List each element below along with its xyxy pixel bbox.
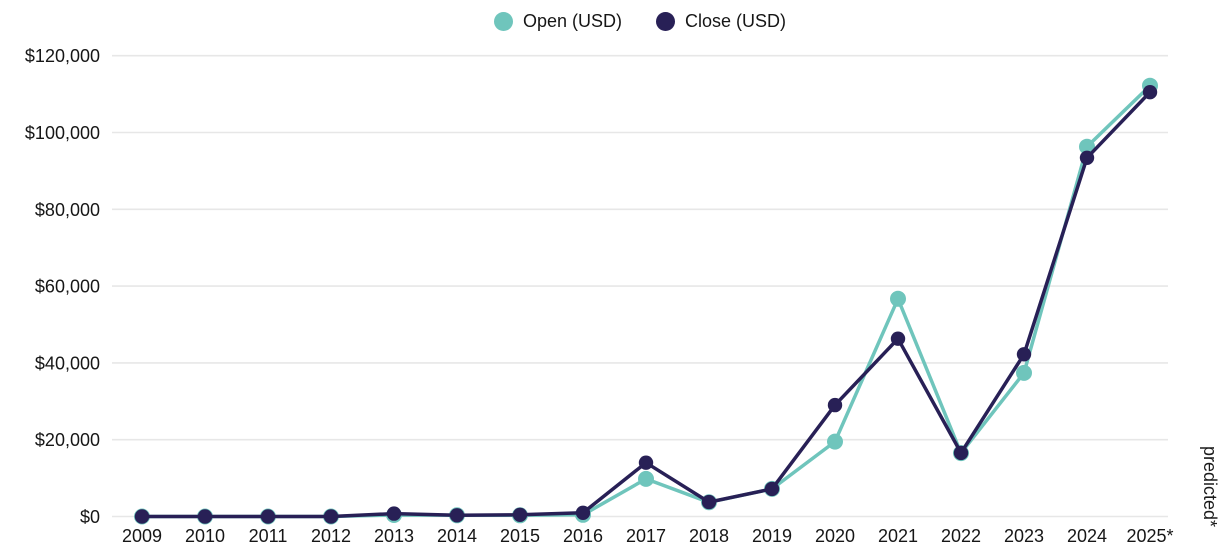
- predicted-annotation: predicted*: [1200, 446, 1220, 528]
- point-close-2022: [953, 445, 969, 461]
- legend-item-close[interactable]: Close (USD): [656, 11, 786, 32]
- x-axis-tick-label: 2024: [1067, 526, 1107, 546]
- x-axis-tick-label: 2017: [626, 526, 666, 546]
- x-axis-tick-label: 2025*: [1126, 526, 1173, 546]
- point-close-2009: [134, 509, 150, 524]
- chart-legend: Open (USD) Close (USD): [112, 11, 1168, 32]
- y-axis-tick-label: $60,000: [35, 277, 100, 297]
- point-open-2021: [890, 290, 906, 307]
- point-close-2010: [197, 509, 213, 524]
- point-close-2017: [638, 455, 654, 470]
- x-axis-tick-label: 2018: [689, 526, 729, 546]
- x-axis-tick-label: 2013: [374, 526, 414, 546]
- point-close-2024: [1079, 150, 1095, 165]
- line-close: [140, 90, 1152, 519]
- x-axis-tick-label: 2023: [1004, 526, 1044, 546]
- point-open-2017: [638, 470, 654, 487]
- legend-swatch-close-icon: [656, 12, 675, 31]
- x-axis-tick-label: 2019: [752, 526, 792, 546]
- x-axis-tick-label: 2022: [941, 526, 981, 546]
- x-axis-tick-label: 2011: [249, 526, 288, 546]
- y-axis-tick-label: $100,000: [25, 123, 100, 143]
- point-open-2024: [1079, 138, 1095, 155]
- point-close-2012: [323, 509, 339, 524]
- legend-label-close: Close (USD): [685, 11, 787, 31]
- legend-item-open[interactable]: Open (USD): [493, 11, 622, 32]
- x-axis-tick-label: 2012: [311, 526, 351, 546]
- x-axis-tick-label: 2014: [437, 526, 477, 546]
- point-close-2025: [1142, 85, 1158, 100]
- y-axis-tick-label: $80,000: [35, 200, 100, 220]
- point-open-2023: [1016, 364, 1032, 381]
- point-close-2015: [512, 507, 528, 522]
- y-axis-tick-label: $40,000: [35, 353, 100, 373]
- x-axis-tick-label: 2009: [122, 526, 162, 546]
- point-close-2019: [764, 481, 780, 497]
- x-axis-tick-label: 2021: [878, 526, 918, 546]
- point-close-2021: [890, 331, 906, 346]
- point-close-2018: [701, 494, 717, 510]
- point-close-2016: [575, 505, 591, 520]
- y-axis-tick-label: $20,000: [35, 430, 100, 450]
- line-open: [140, 83, 1152, 519]
- legend-swatch-open-icon: [493, 12, 513, 31]
- point-close-2020: [827, 397, 843, 413]
- legend-label-open: Open (USD): [522, 11, 622, 31]
- y-axis-tick-label: $0: [80, 507, 100, 527]
- x-axis-tick-label: 2010: [185, 526, 225, 546]
- point-open-2020: [827, 433, 843, 450]
- x-axis-tick-label: 2020: [815, 526, 855, 546]
- point-close-2013: [386, 506, 402, 521]
- point-close-2014: [449, 508, 465, 523]
- y-axis-tick-label: $120,000: [25, 46, 100, 66]
- x-axis-tick-label: 2015: [500, 526, 540, 546]
- point-close-2011: [260, 509, 276, 524]
- x-axis-tick-label: 2016: [563, 526, 603, 546]
- point-close-2023: [1016, 347, 1032, 362]
